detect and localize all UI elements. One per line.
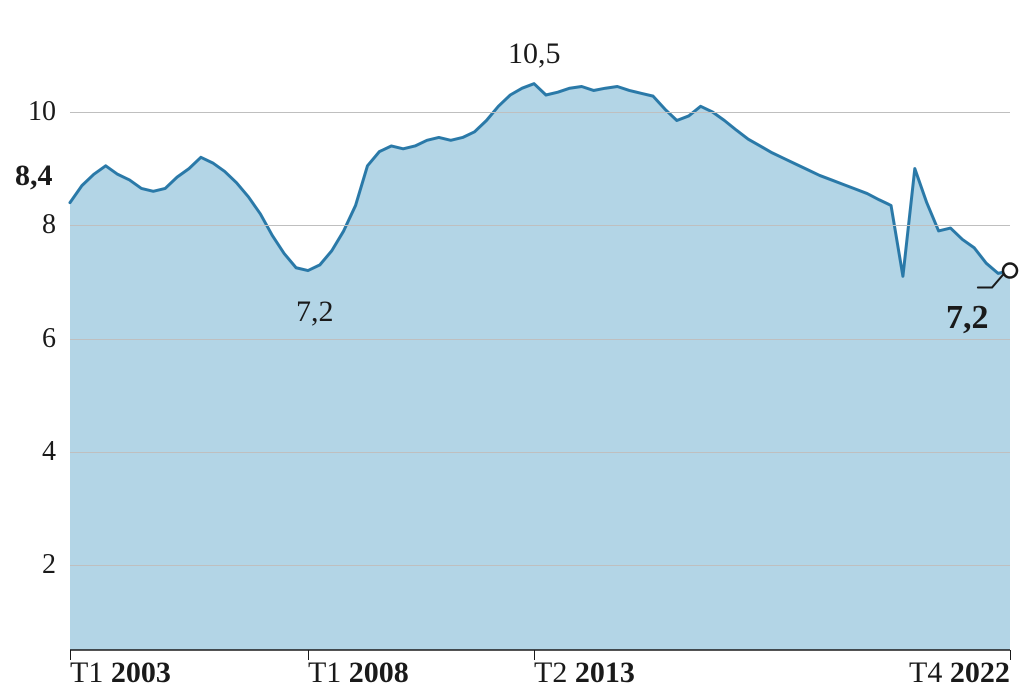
y-gridline bbox=[70, 112, 1010, 113]
y-axis-label: 10 bbox=[0, 98, 56, 126]
y-axis-label: 6 bbox=[0, 325, 56, 353]
x-axis-label: T1 2008 bbox=[308, 658, 409, 683]
x-axis-label: T1 2003 bbox=[70, 658, 171, 683]
y-gridline bbox=[70, 452, 1010, 453]
annotation-end: 7,2 bbox=[946, 301, 989, 335]
end-marker bbox=[1003, 264, 1017, 278]
y-gridline bbox=[70, 225, 1010, 226]
y-gridline bbox=[70, 565, 1010, 566]
annotation-start: 8,4 bbox=[15, 161, 53, 191]
y-axis-label: 4 bbox=[0, 438, 56, 466]
chart-container: 2 4 6 8 10 T1 2003 T1 2008 T2 2013 T4 2022 8,4 7,2… bbox=[0, 0, 1024, 683]
area-chart-svg bbox=[0, 0, 1024, 683]
annotation-trough: 7,2 bbox=[296, 297, 334, 327]
annotation-peak: 10,5 bbox=[508, 39, 561, 69]
y-gridline bbox=[70, 339, 1010, 340]
x-axis-label: T4 2022 bbox=[909, 658, 1010, 683]
y-axis-label: 8 bbox=[0, 211, 56, 239]
x-tick bbox=[1010, 650, 1011, 660]
y-axis-label: 2 bbox=[0, 551, 56, 579]
x-axis-label: T2 2013 bbox=[534, 658, 635, 683]
